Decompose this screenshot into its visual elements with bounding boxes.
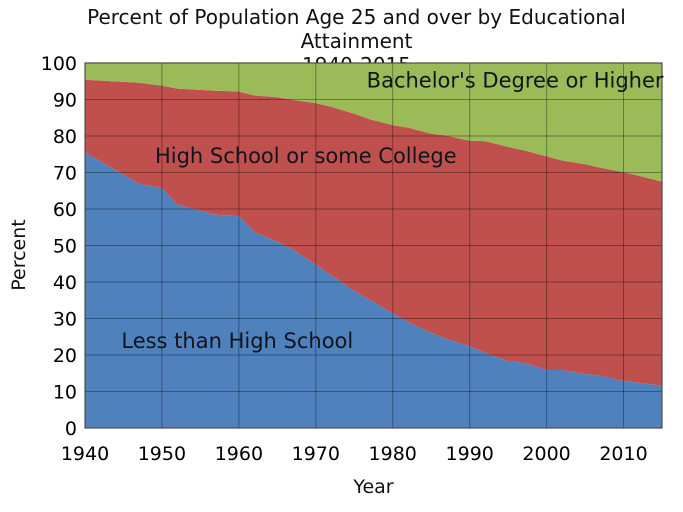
area-bachelors-degree-or-higher (85, 63, 662, 182)
y-axis-label: Percent (8, 219, 30, 291)
x-tick-label: 1960 (215, 443, 263, 465)
area-high-school-or-some-college (85, 79, 662, 386)
x-tick-label: 1970 (292, 443, 340, 465)
y-tick-label: 0 (65, 418, 77, 440)
x-tick-label: 1940 (61, 443, 109, 465)
y-tick-label: 30 (53, 309, 77, 331)
y-tick-label: 60 (53, 199, 77, 221)
x-tick-label: 1950 (138, 443, 186, 465)
series-label-less-than-high-school: Less than High School (121, 329, 353, 353)
x-tick-label: 2010 (599, 443, 647, 465)
x-tick-label: 2000 (522, 443, 570, 465)
series-label-high-school-or-some-college: High School or some College (155, 144, 457, 168)
y-tick-label: 20 (53, 345, 77, 367)
chart-title: Percent of Population Age 25 and over by… (30, 5, 683, 77)
y-tick-label: 80 (53, 126, 77, 148)
y-tick-label: 100 (41, 53, 77, 75)
x-tick-label: 1990 (446, 443, 494, 465)
y-tick-label: 10 (53, 382, 77, 404)
y-tick-label: 50 (53, 236, 77, 258)
y-tick-label: 70 (53, 163, 77, 185)
x-tick-label: 1980 (369, 443, 417, 465)
x-axis-label: Year (353, 476, 394, 498)
area-less-than-high-school (85, 152, 662, 428)
chart-title-line1: Percent of Population Age 25 and over by… (87, 5, 626, 53)
plot-border (84, 62, 663, 429)
y-tick-label: 90 (53, 90, 77, 112)
y-tick-label: 40 (53, 272, 77, 294)
series-label-bachelors-degree-or-higher: Bachelor's Degree or Higher (367, 69, 664, 93)
